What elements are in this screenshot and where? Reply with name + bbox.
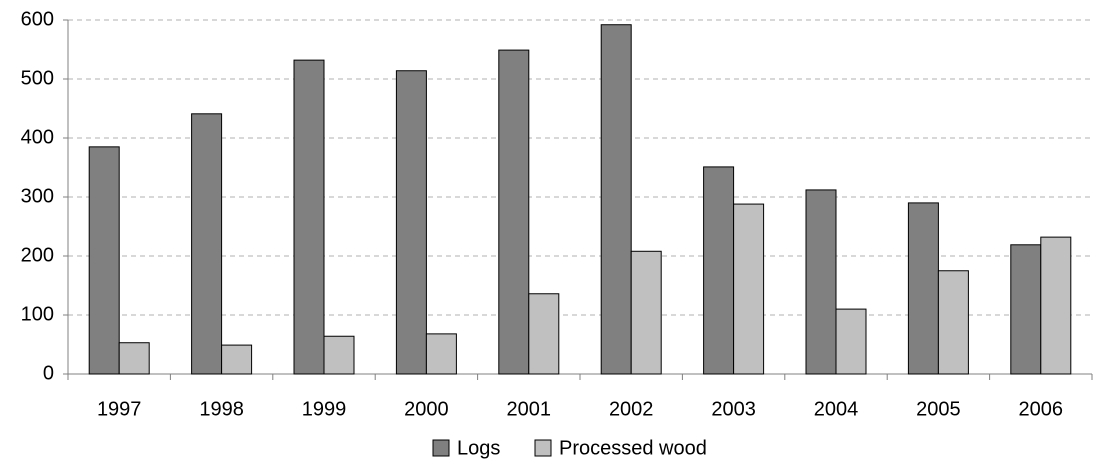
y-tick-label: 0 xyxy=(43,362,54,384)
x-tick-label: 2002 xyxy=(609,398,654,420)
bar xyxy=(425,333,457,375)
bar xyxy=(323,335,355,375)
legend-label: Logs xyxy=(457,437,500,459)
x-tick-label: 2001 xyxy=(507,398,552,420)
x-tick-label: 2004 xyxy=(814,398,859,420)
x-tick-label: 2006 xyxy=(1019,398,1064,420)
x-tick-label: 2000 xyxy=(404,398,449,420)
y-tick-label: 400 xyxy=(21,126,54,148)
x-tick-label: 2005 xyxy=(916,398,961,420)
bar xyxy=(630,250,662,375)
y-tick-label: 600 xyxy=(21,8,54,30)
bar xyxy=(907,202,939,375)
bar xyxy=(1010,244,1042,375)
bar xyxy=(395,70,427,375)
legend-swatch xyxy=(432,439,450,457)
bar xyxy=(191,113,223,375)
bar xyxy=(1040,236,1072,375)
bar xyxy=(88,146,120,375)
bar xyxy=(528,293,560,375)
legend-label: Processed wood xyxy=(559,437,707,459)
bar xyxy=(118,342,150,375)
x-tick-label: 2003 xyxy=(711,398,756,420)
bar xyxy=(221,344,253,375)
bar xyxy=(805,189,837,375)
y-tick-label: 200 xyxy=(21,244,54,266)
bar xyxy=(293,59,325,375)
bar xyxy=(498,49,530,375)
y-tick-label: 500 xyxy=(21,67,54,89)
y-tick-label: 100 xyxy=(21,303,54,325)
x-tick-label: 1997 xyxy=(97,398,142,420)
bar xyxy=(733,203,765,375)
bar xyxy=(937,270,969,375)
bar xyxy=(600,24,632,375)
legend-swatch xyxy=(534,439,552,457)
bar xyxy=(835,308,867,375)
x-tick-label: 1999 xyxy=(302,398,347,420)
x-tick-label: 1998 xyxy=(199,398,244,420)
bar xyxy=(703,166,735,375)
y-tick-label: 300 xyxy=(21,185,54,207)
